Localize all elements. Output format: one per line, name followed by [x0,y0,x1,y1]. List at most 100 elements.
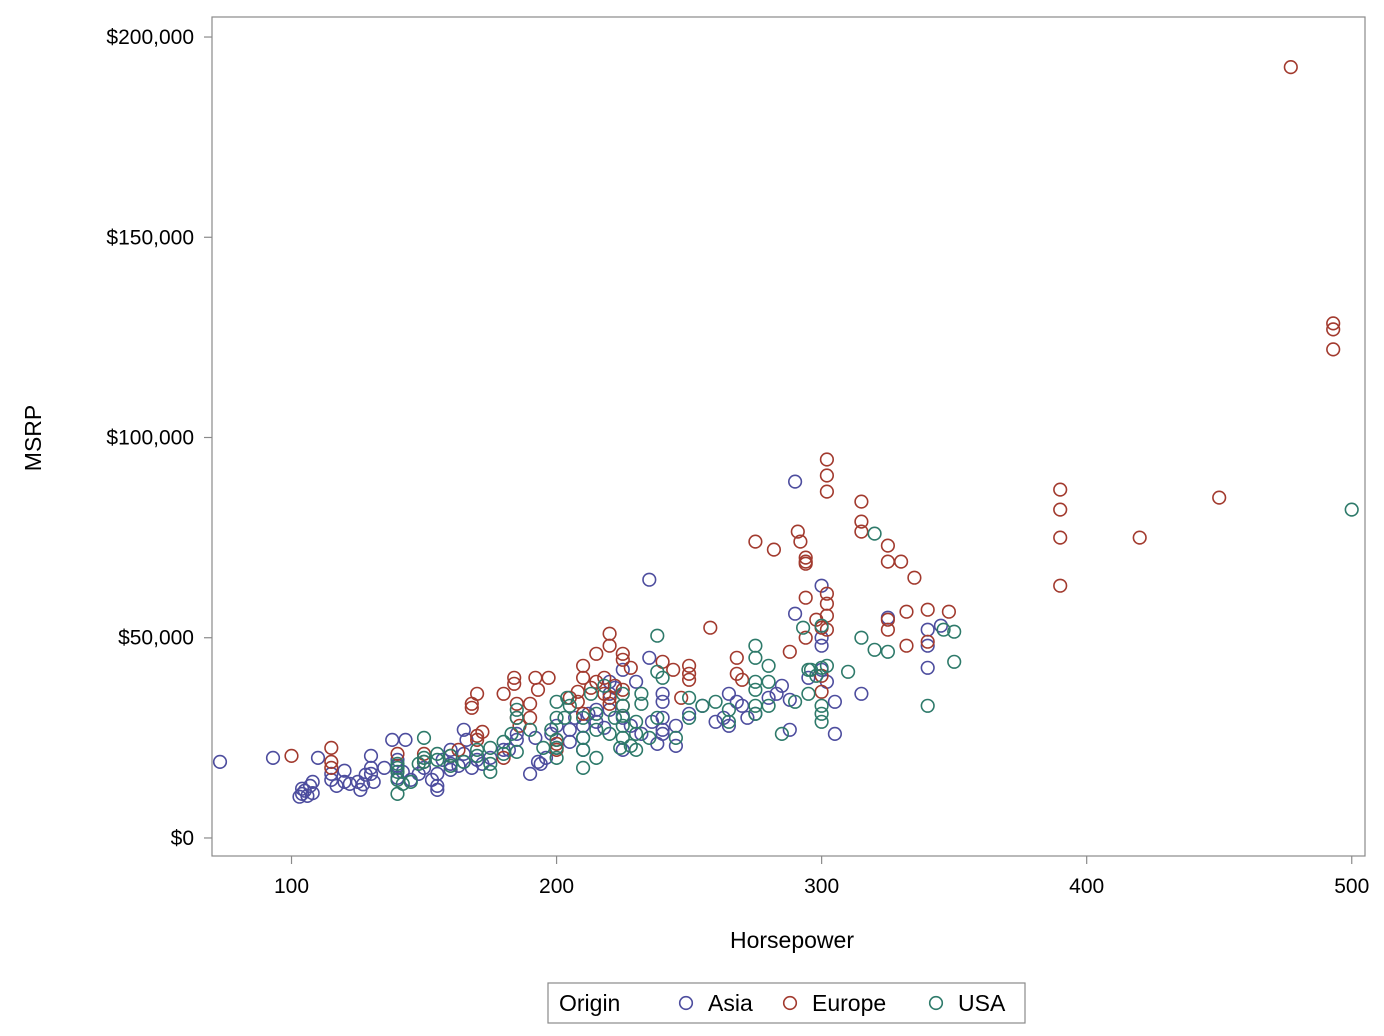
data-point [443,748,458,764]
data-point [854,524,869,539]
data-point [920,660,935,675]
legend-frame [547,982,1026,1024]
data-point [1053,502,1068,517]
data-point [443,762,458,778]
data-point [597,678,612,693]
data-point [470,742,485,758]
data-point [305,774,320,790]
data-point [695,698,710,713]
data-point [867,642,882,657]
data-point [363,766,379,782]
data-point [721,718,737,733]
data-point [655,726,670,742]
series-usa [390,502,1359,802]
data-point [507,670,522,685]
data-point [443,742,458,758]
data-point [541,670,556,685]
data-point [456,722,471,737]
data-point [615,708,630,723]
data-point [522,722,538,737]
data-point [655,694,670,709]
legend-title: Origin [559,990,620,1016]
data-point [549,740,564,756]
data-point [920,698,935,713]
data-point [324,740,339,756]
data-point [363,748,379,764]
y-tick-label: $100,000 [106,427,194,450]
data-point [867,526,882,541]
data-point [933,618,949,633]
data-point [708,694,723,709]
data-point [607,678,623,693]
data-point [814,714,829,729]
data-point [628,714,644,729]
data-point [416,750,432,766]
data-point [782,722,797,737]
data-point [496,742,511,758]
data-point [522,710,538,725]
data-point [854,494,869,509]
data-point [774,678,790,693]
data-point [907,570,922,585]
data-point [880,554,896,569]
legend-label-asia: Asia [708,990,753,1016]
data-point [530,682,546,697]
data-point [509,726,524,742]
data-point [840,664,856,679]
data-point [708,714,723,729]
data-point [1326,322,1341,337]
data-points [212,59,1359,804]
data-point [1283,59,1298,75]
data-point [356,777,371,792]
data-point [470,748,485,764]
data-point [801,686,816,701]
data-point [390,760,405,776]
data-point [395,776,410,792]
data-point [854,630,869,645]
data-point [430,752,445,768]
data-point [507,676,522,691]
legend-label-europe: Europe [812,990,886,1016]
data-point [819,658,835,673]
data-point [483,740,498,756]
data-point [602,726,617,742]
data-point [798,590,813,605]
data-point [615,646,630,661]
data-point [1132,530,1147,545]
data-point [761,658,776,673]
data-point [642,572,657,587]
data-point [729,650,744,665]
data-point [1344,502,1359,517]
data-point [504,726,519,742]
data-point [496,750,511,766]
data-point [787,474,803,489]
data-point [509,744,524,760]
data-point [377,760,392,776]
data-point [947,654,962,669]
data-point [430,778,445,794]
data-point [721,686,737,701]
data-point [538,750,554,766]
data-point [615,652,630,667]
data-point [509,710,524,725]
data-point [655,686,670,701]
data-point [798,550,813,565]
data-point [483,756,498,772]
y-tick-label: $0 [171,827,194,850]
data-point [681,690,697,705]
data-point [613,740,628,756]
data-point [549,736,564,752]
data-point [470,686,485,701]
data-point [668,718,684,733]
data-point [748,638,763,653]
data-point [721,714,737,729]
x-tick-label: 200 [539,875,574,898]
data-point [814,698,829,713]
data-point [416,754,432,770]
data-point [628,674,644,689]
data-point [324,754,339,770]
data-point [628,742,644,758]
data-point [522,696,538,711]
data-point [634,696,649,711]
data-point [615,686,630,701]
